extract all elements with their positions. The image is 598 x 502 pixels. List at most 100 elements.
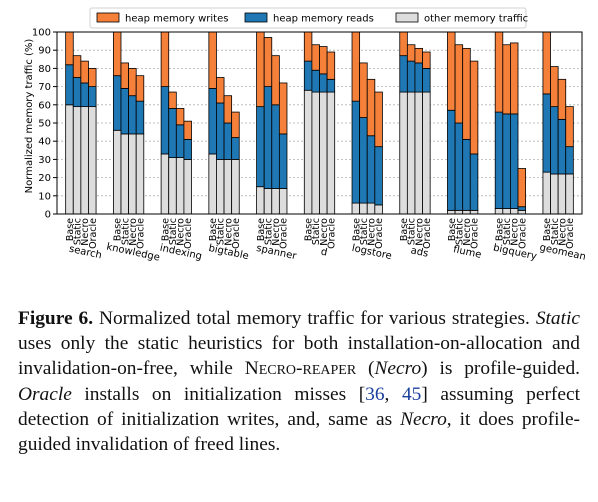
group-label: d <box>320 247 329 259</box>
x-tick-label: Oracle <box>422 218 433 249</box>
bar-segment-other <box>542 171 551 215</box>
x-tick-label: Necro <box>414 218 425 246</box>
bar-segment-reads <box>469 153 479 211</box>
bar-segment-writes <box>557 78 567 120</box>
bar-segment-reads <box>120 88 129 135</box>
bar-segment-other <box>326 91 336 215</box>
x-tick-label: Oracle <box>279 218 290 249</box>
x-tick-label: Static <box>120 218 131 245</box>
bar-segment-writes <box>502 44 511 115</box>
axes <box>53 31 583 215</box>
x-tick-label: Base <box>256 218 267 241</box>
x-tick-label: Necro <box>128 218 139 246</box>
x-tick-label: Necro <box>557 218 568 246</box>
bar-segment-reads <box>366 135 376 204</box>
bar-segment-reads <box>135 100 145 135</box>
figure-caption: Figure 6. Normalized total memory traffi… <box>18 308 581 456</box>
citation-link[interactable]: 36 <box>365 383 385 405</box>
y-tick-label: 90 <box>38 46 51 57</box>
bar-segment-other <box>399 91 408 215</box>
bar-segment-writes <box>565 106 574 148</box>
bar-segment-reads <box>72 77 82 108</box>
bar-segment-other <box>311 91 320 215</box>
bar-segment-reads <box>216 102 225 160</box>
x-tick-label: Necro <box>510 218 521 246</box>
bar-segment-other <box>366 202 376 215</box>
bar-segment-other <box>168 157 177 215</box>
x-tick-label: Necro <box>319 218 330 246</box>
x-tick-label: Oracle <box>231 218 242 249</box>
bar-segment-reads <box>112 75 122 131</box>
bar-segment-writes <box>406 44 416 62</box>
bar-segment-other <box>454 209 464 215</box>
bar-segment-writes <box>88 68 97 88</box>
x-tick-label: Base <box>208 218 219 241</box>
bar-segment-writes <box>326 51 336 80</box>
bar-segment-reads <box>565 146 574 175</box>
x-tick-label: Base <box>113 218 124 241</box>
bar-segment-other <box>278 188 288 215</box>
bar-segment-reads <box>319 73 328 93</box>
bar-segment-writes <box>366 78 376 137</box>
bar-segment-other <box>135 133 145 215</box>
bar-segment-other <box>160 153 170 215</box>
bar-segment-writes <box>351 31 361 102</box>
x-tick-label: Necro <box>367 218 378 246</box>
x-tick-label: Necro <box>271 218 282 246</box>
y-tick-label: 50 <box>38 119 51 130</box>
bar-segment-writes <box>216 77 225 104</box>
legend-label: heap memory reads <box>273 14 374 25</box>
bar-segment-reads <box>311 69 320 93</box>
bar-segment-other <box>510 208 519 215</box>
bar-segment-other <box>565 173 574 215</box>
plot-frame <box>56 31 583 215</box>
x-tick-label: Necro <box>223 218 234 246</box>
bar-segment-writes <box>160 31 170 87</box>
legend-swatch <box>96 12 120 23</box>
bar-segment-reads <box>454 122 464 211</box>
bar-segment-writes <box>271 55 280 106</box>
bar-segment-other <box>271 188 280 215</box>
citation-link[interactable]: 45 <box>401 383 422 405</box>
bar-segment-other <box>120 133 129 215</box>
x-tick-label: Base <box>447 218 458 241</box>
bar-segment-writes <box>422 51 431 69</box>
bar-segment-other <box>112 129 122 215</box>
bar-segment-other <box>216 158 225 215</box>
x-tick-label: Static <box>73 218 84 245</box>
bar-segment-other <box>80 106 89 215</box>
bar-segment-other <box>406 91 416 215</box>
bar-segment-other <box>223 158 233 215</box>
bar-segment-writes <box>168 91 177 109</box>
bar-segment-reads <box>542 93 551 173</box>
bar-segment-reads <box>414 62 423 93</box>
bar-segment-writes <box>65 31 74 66</box>
bar-segment-reads <box>510 113 519 209</box>
x-tick-label: Static <box>168 218 179 245</box>
bar-segment-reads <box>406 60 416 93</box>
bar-segment-reads <box>223 122 233 160</box>
bar-segment-other <box>72 106 82 215</box>
x-tick-label: Static <box>454 218 465 245</box>
bar-segment-other <box>447 209 456 215</box>
bar-segment-reads <box>183 138 192 160</box>
bar-segment-writes <box>517 168 527 208</box>
figure-label: Figure 6. <box>18 308 94 329</box>
y-tick-label: 80 <box>38 64 51 75</box>
bar-segment-writes <box>112 31 122 77</box>
y-tick-label: 70 <box>38 82 51 93</box>
x-tick-label: Static <box>550 218 561 245</box>
bar-segment-writes <box>263 37 273 87</box>
term-static: Static <box>535 308 580 329</box>
legend: heap memory writes heap memory reads other… <box>89 7 528 29</box>
bar-segment-writes <box>128 68 137 97</box>
x-tick-label: Static <box>311 218 322 245</box>
bar-segment-writes <box>462 47 471 140</box>
x-tick-label: Necro <box>176 218 187 246</box>
bar-segment-reads <box>256 106 265 188</box>
x-tick-label: Oracle <box>565 218 576 249</box>
x-tick-label: Static <box>216 218 227 245</box>
bar-segment-reads <box>326 78 336 93</box>
bar-segment-writes <box>469 60 479 155</box>
bar-segment-reads <box>557 118 567 175</box>
